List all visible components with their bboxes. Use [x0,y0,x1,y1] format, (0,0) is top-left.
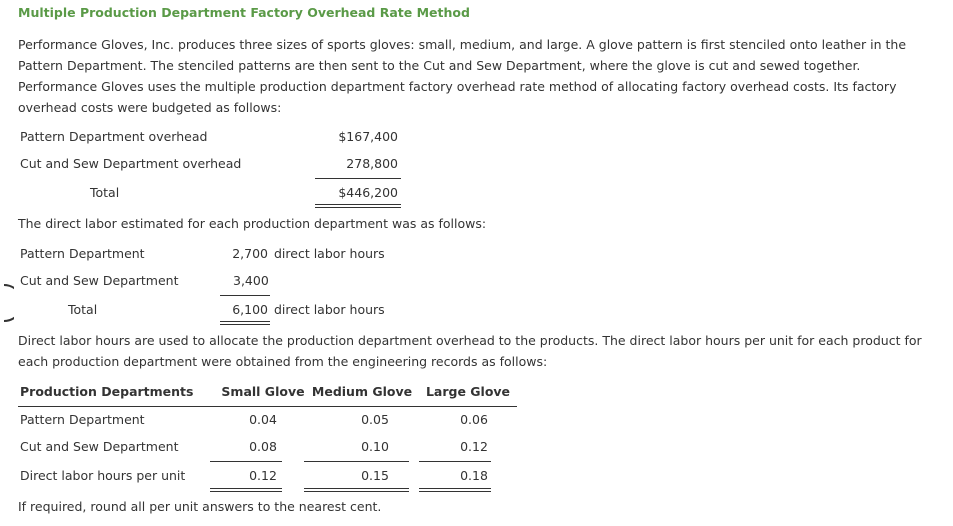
unit: direct labor hours [274,246,385,261]
header-rule [18,406,517,407]
header: Small Glove [221,384,305,399]
row-label: Total [68,302,98,317]
amount: $167,400 [338,129,398,144]
row-label: Pattern Department [20,412,145,427]
circle-edge [3,284,14,322]
double-rule [220,321,270,325]
header: Large Glove [425,384,511,399]
cell: 0.06 [460,412,488,427]
unit: direct labor hours [274,302,385,317]
cell: 0.15 [361,468,389,483]
amount: $446,200 [338,185,398,200]
rule [220,295,270,296]
double-rule [315,204,401,208]
cell: 0.08 [249,439,277,454]
cell: 0.10 [361,439,389,454]
cell: 0.04 [249,412,277,427]
rule [315,178,401,179]
rule [419,461,491,462]
hours: 2,700 [232,246,268,261]
intro: Performance Gloves, Inc. produces three … [18,37,907,115]
row-label: Cut and Sew Department overhead [20,156,242,171]
allocation-intro: Direct labor hours are used to allocate … [18,333,922,369]
header: Production Departments [20,384,194,399]
row-label: Direct labor hours per unit [20,468,186,483]
rule [210,461,282,462]
cell: 0.12 [249,468,277,483]
row-label: Cut and Sew Department [20,273,179,288]
row-label: Cut and Sew Department [20,439,179,454]
double-rule [210,488,282,492]
cell: 0.12 [460,439,488,454]
row-label: Pattern Department [20,246,145,261]
double-rule [304,488,409,492]
hours: 6,100 [232,302,268,317]
double-rule [419,488,491,492]
cell: 0.05 [361,412,389,427]
row-label: Total [90,185,120,200]
amount: 278,800 [346,156,398,171]
note: If required, round all per unit answers … [18,499,382,514]
header: Medium Glove [311,384,413,399]
title: Multiple Production Department Factory O… [18,5,470,20]
hours: 3,400 [233,273,269,288]
labor-intro: The direct labor estimated for each prod… [18,216,487,231]
cell: 0.18 [460,468,488,483]
row-label: Pattern Department overhead [20,129,208,144]
rule [304,461,409,462]
